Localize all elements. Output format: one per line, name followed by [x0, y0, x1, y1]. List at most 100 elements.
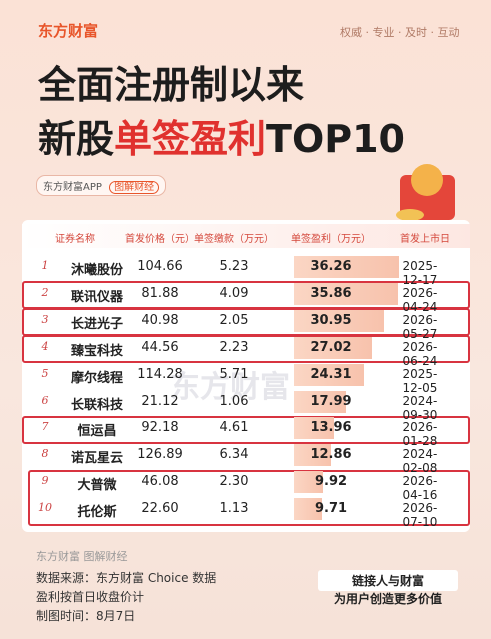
list-date: 2024-09-30 [402, 393, 438, 422]
table-row: 3 长进光子 40.98 2.05 30.95 2026-05-27 [22, 308, 470, 341]
note: 盈利按首日收盘价计 [36, 590, 145, 604]
rank: 4 [41, 339, 49, 353]
payment: 5.71 [219, 366, 249, 382]
profit-bar [294, 417, 335, 440]
title-part: TOP10 [266, 117, 405, 161]
stock-name: 联讯仪器 [70, 289, 124, 305]
list-date: 2026-04-16 [402, 474, 438, 503]
payment: 2.23 [219, 339, 249, 355]
list-date: 2025-12-17 [402, 259, 438, 287]
table-row: 2 联讯仪器 81.88 4.09 35.86 2026-04-24 [22, 281, 470, 314]
logo: 东方财富 [38, 22, 99, 40]
rank: 5 [41, 366, 49, 380]
profit: 30.95 [310, 312, 352, 328]
table-row: 1 沐曦股份 104.66 5.23 36.26 2025-12-17 [22, 254, 470, 287]
payment: 5.23 [219, 259, 249, 274]
app-badge: 东方财富APP 图解财经 [36, 175, 167, 196]
list-date: 2026-01-28 [402, 420, 438, 449]
footer-slogan: 链接人与财富 [318, 570, 458, 591]
profit: 27.02 [310, 339, 352, 355]
payment: 4.09 [219, 285, 249, 301]
list-date: 2026-06-24 [402, 339, 438, 368]
profit-bar [294, 336, 373, 359]
rank: 10 [38, 501, 52, 515]
profit: 35.86 [310, 285, 352, 301]
rank: 8 [41, 447, 49, 461]
title-line2: 新股单签盈利TOP10 [38, 108, 405, 163]
rank: 9 [41, 474, 49, 488]
list-date: 2026-07-10 [402, 501, 438, 530]
profit: 13.96 [310, 420, 352, 436]
title-line1: 全面注册制以来 [38, 63, 305, 107]
profit: 17.99 [310, 393, 352, 409]
profit-bar [294, 309, 384, 332]
profit-bar [294, 256, 399, 278]
stock-name: 沐曦股份 [70, 263, 124, 278]
profit-bar [294, 363, 365, 386]
profit-bar [294, 390, 347, 413]
payment: 1.06 [219, 393, 249, 409]
profit-bar [294, 471, 323, 494]
price: 92.18 [141, 420, 179, 436]
stock-name: 长进光子 [70, 316, 124, 332]
stock-name: 诺瓦星云 [70, 451, 124, 467]
payment: 2.30 [219, 474, 249, 490]
column-header: 首发上市日 [400, 234, 450, 245]
highlight-box [22, 335, 470, 363]
payment: 6.34 [219, 447, 249, 463]
column-header: 单签盈利（万元） [291, 234, 371, 245]
header-row [22, 224, 470, 248]
price: 126.89 [137, 447, 183, 463]
price: 114.28 [137, 366, 183, 382]
list-date: 2026-04-24 [402, 285, 438, 314]
footer-slogan: 为用户创造更多价值 [333, 592, 442, 606]
payment: 1.13 [219, 501, 249, 517]
chart-date: 制图时间：8月7日 [36, 609, 136, 623]
stock-name: 摩尔线程 [70, 370, 124, 386]
highlight-box [28, 470, 470, 526]
tag: 图解财经 [109, 181, 160, 194]
profit: 24.31 [310, 366, 352, 382]
stock-name: 托伦斯 [77, 505, 117, 521]
payment: 2.05 [219, 312, 249, 328]
footer-brand: 东方财富 图解财经 [36, 550, 128, 563]
table-row: 4 臻宝科技 44.56 2.23 27.02 2026-06-24 [22, 335, 470, 368]
stock-name: 恒运昌 [77, 424, 117, 440]
profit-bar [294, 282, 398, 305]
stock-name: 长联科技 [70, 397, 124, 413]
rank: 1 [41, 259, 49, 272]
list-date: 2026-05-27 [402, 312, 438, 341]
title-part: 新股 [38, 117, 115, 161]
table-row: 10 托伦斯 22.60 1.13 9.71 2026-07-10 [22, 496, 470, 529]
list-date: 2024-02-08 [402, 447, 438, 476]
price: 104.66 [137, 259, 183, 274]
profit-bar [294, 498, 323, 521]
price: 46.08 [141, 474, 179, 490]
table-row: 6 长联科技 21.12 1.06 17.99 2024-09-30 [22, 389, 470, 422]
column-header: 单签缴款（万元） [194, 234, 274, 245]
table-row: 7 恒运昌 92.18 4.61 13.96 2026-01-28 [22, 415, 470, 448]
rank: 6 [41, 393, 49, 407]
price: 81.88 [141, 285, 179, 301]
highlight-box [22, 416, 470, 444]
table-row: 5 摩尔线程 114.28 5.71 24.31 2025-12-05 [22, 362, 470, 395]
profit-bar [294, 444, 332, 467]
profit: 36.26 [310, 259, 352, 274]
table-row: 9 大普微 46.08 2.30 9.92 2026-04-16 [22, 469, 470, 502]
column-header: 首发价格（元） [125, 234, 195, 245]
stock-name: 臻宝科技 [70, 343, 124, 359]
column-header: 证券名称 [55, 234, 95, 245]
price: 44.56 [141, 339, 179, 355]
price: 21.12 [141, 393, 179, 409]
watermark: 东方财富 [170, 370, 290, 405]
rank: 2 [41, 285, 49, 299]
profit: 12.86 [310, 447, 352, 463]
table-row: 8 诺瓦星云 126.89 6.34 12.86 2024-02-08 [22, 442, 470, 475]
rank: 3 [41, 312, 49, 326]
stock-name: 大普微 [77, 478, 117, 494]
title-highlight: 单签盈利 [114, 117, 267, 161]
payment: 4.61 [219, 420, 249, 436]
source: 数据来源：东方财富 Choice 数据 [36, 571, 217, 585]
slogan: 权威 · 专业 · 及时 · 互动 [340, 26, 460, 39]
